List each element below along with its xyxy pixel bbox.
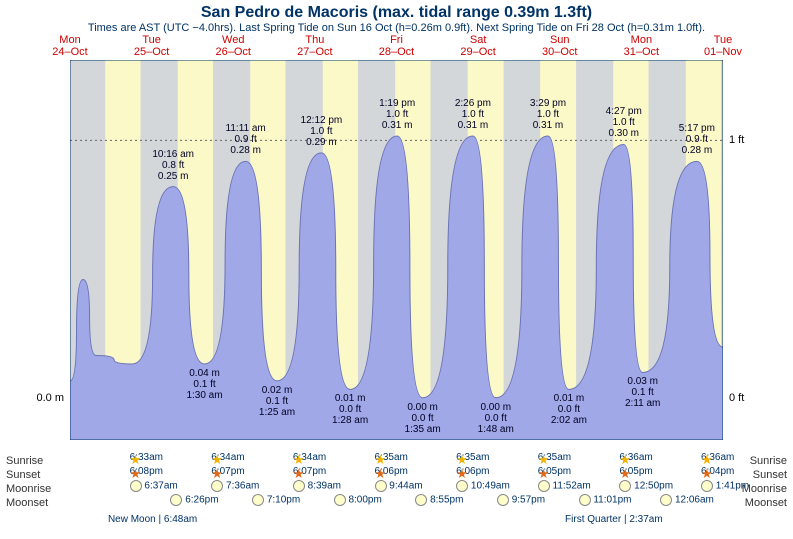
low-tide-label: 0.04 m0.1 ft1:30 am xyxy=(186,368,222,401)
high-tide-label: 1:19 pm1.0 ft0.31 m xyxy=(379,98,415,131)
moonset-icon xyxy=(415,494,427,506)
low-tide-label: 0.01 m0.0 ft2:02 am xyxy=(551,393,587,426)
chart-title: San Pedro de Macoris (max. tidal range 0… xyxy=(0,0,793,22)
ytick-ft: 1 ft xyxy=(729,134,759,146)
low-tide-label: 0.02 m0.1 ft1:25 am xyxy=(259,385,295,418)
high-tide-label: 5:17 pm0.9 ft0.28 m xyxy=(679,123,715,156)
day-header: Sat29–Oct xyxy=(448,34,508,58)
moonset-icon xyxy=(334,494,346,506)
astro-time: 12:06am xyxy=(660,494,714,506)
moonset-icon xyxy=(252,494,264,506)
astro-time: 9:44am xyxy=(375,480,423,492)
astro-time: ★6:36am xyxy=(701,452,734,463)
moonset-icon xyxy=(170,494,182,506)
day-header: Fri28–Oct xyxy=(367,34,427,58)
astro-time: ★6:35am xyxy=(538,452,571,463)
row-labels-left: SunriseSunsetMoonriseMoonset xyxy=(6,454,51,510)
astro-time: 11:52am xyxy=(538,480,591,492)
astro-time: 8:39am xyxy=(293,480,341,492)
moonrise-icon xyxy=(456,480,468,492)
astro-time: ★6:35am xyxy=(456,452,489,463)
high-tide-label: 3:29 pm1.0 ft0.31 m xyxy=(530,98,566,131)
low-tide-label: 0.00 m0.0 ft1:35 am xyxy=(405,402,441,435)
day-header: Wed26–Oct xyxy=(203,34,263,58)
day-header: Thu27–Oct xyxy=(285,34,345,58)
high-tide-label: 2:26 pm1.0 ft0.31 m xyxy=(455,98,491,131)
day-header: Mon31–Oct xyxy=(611,34,671,58)
day-header: Sun30–Oct xyxy=(530,34,590,58)
moonrise-icon xyxy=(538,480,550,492)
astro-time: 1:41pm xyxy=(701,480,749,492)
low-tide-label: 0.01 m0.0 ft1:28 am xyxy=(332,393,368,426)
ytick-ft: 0 ft xyxy=(729,392,759,404)
high-tide-label: 10:16 am0.8 ft0.25 m xyxy=(152,149,194,182)
moonset-icon xyxy=(497,494,509,506)
astro-time: ★6:05pm xyxy=(538,466,571,477)
moonrise-icon xyxy=(130,480,142,492)
low-tide-label: 0.03 m0.1 ft2:11 am xyxy=(625,376,660,409)
astro-time: ★6:36am xyxy=(619,452,652,463)
astro-time: 7:10pm xyxy=(252,494,300,506)
moonset-icon xyxy=(660,494,672,506)
day-header: Tue01–Nov xyxy=(693,34,753,58)
astro-time: 6:37am xyxy=(130,480,178,492)
astro-time: ★6:33am xyxy=(130,452,163,463)
astro-time: 6:26pm xyxy=(170,494,218,506)
astro-time: 9:57pm xyxy=(497,494,545,506)
high-tide-label: 11:11 am0.9 ft0.28 m xyxy=(226,123,266,156)
astro-time: 8:00pm xyxy=(334,494,382,506)
astro-time: 7:36am xyxy=(211,480,259,492)
astro-time: ★6:08pm xyxy=(130,466,163,477)
astro-time: 8:55pm xyxy=(415,494,463,506)
astro-time: ★6:35am xyxy=(375,452,408,463)
moon-phase-label: New Moon | 6:48am xyxy=(108,514,197,525)
moonrise-icon xyxy=(701,480,713,492)
moonrise-icon xyxy=(375,480,387,492)
high-tide-label: 12:12 pm1.0 ft0.29 m xyxy=(301,115,343,148)
high-tide-label: 4:27 pm1.0 ft0.30 m xyxy=(606,106,642,139)
moonrise-icon xyxy=(619,480,631,492)
root: { "title": "San Pedro de Macoris (max. t… xyxy=(0,0,793,539)
astro-time: ★6:34am xyxy=(211,452,244,463)
ytick-m: 0.0 m xyxy=(34,392,64,404)
astro-time: ★6:06pm xyxy=(456,466,489,477)
moonrise-icon xyxy=(293,480,305,492)
moonset-icon xyxy=(579,494,591,506)
astro-time: ★6:07pm xyxy=(211,466,244,477)
astro-time: ★6:04pm xyxy=(701,466,734,477)
moonrise-icon xyxy=(211,480,223,492)
astro-time: ★6:34am xyxy=(293,452,326,463)
moon-phase-label: First Quarter | 2:37am xyxy=(565,514,663,525)
astro-time: ★6:07pm xyxy=(293,466,326,477)
astro-time: ★6:05pm xyxy=(619,466,652,477)
astro-time: 10:49am xyxy=(456,480,510,492)
day-header: Tue25–Oct xyxy=(122,34,182,58)
astro-time: 11:01pm xyxy=(579,494,632,506)
day-header: Mon24–Oct xyxy=(40,34,100,58)
low-tide-label: 0.00 m0.0 ft1:48 am xyxy=(478,402,514,435)
astro-time: ★6:06pm xyxy=(375,466,408,477)
astro-time: 12:50pm xyxy=(619,480,673,492)
